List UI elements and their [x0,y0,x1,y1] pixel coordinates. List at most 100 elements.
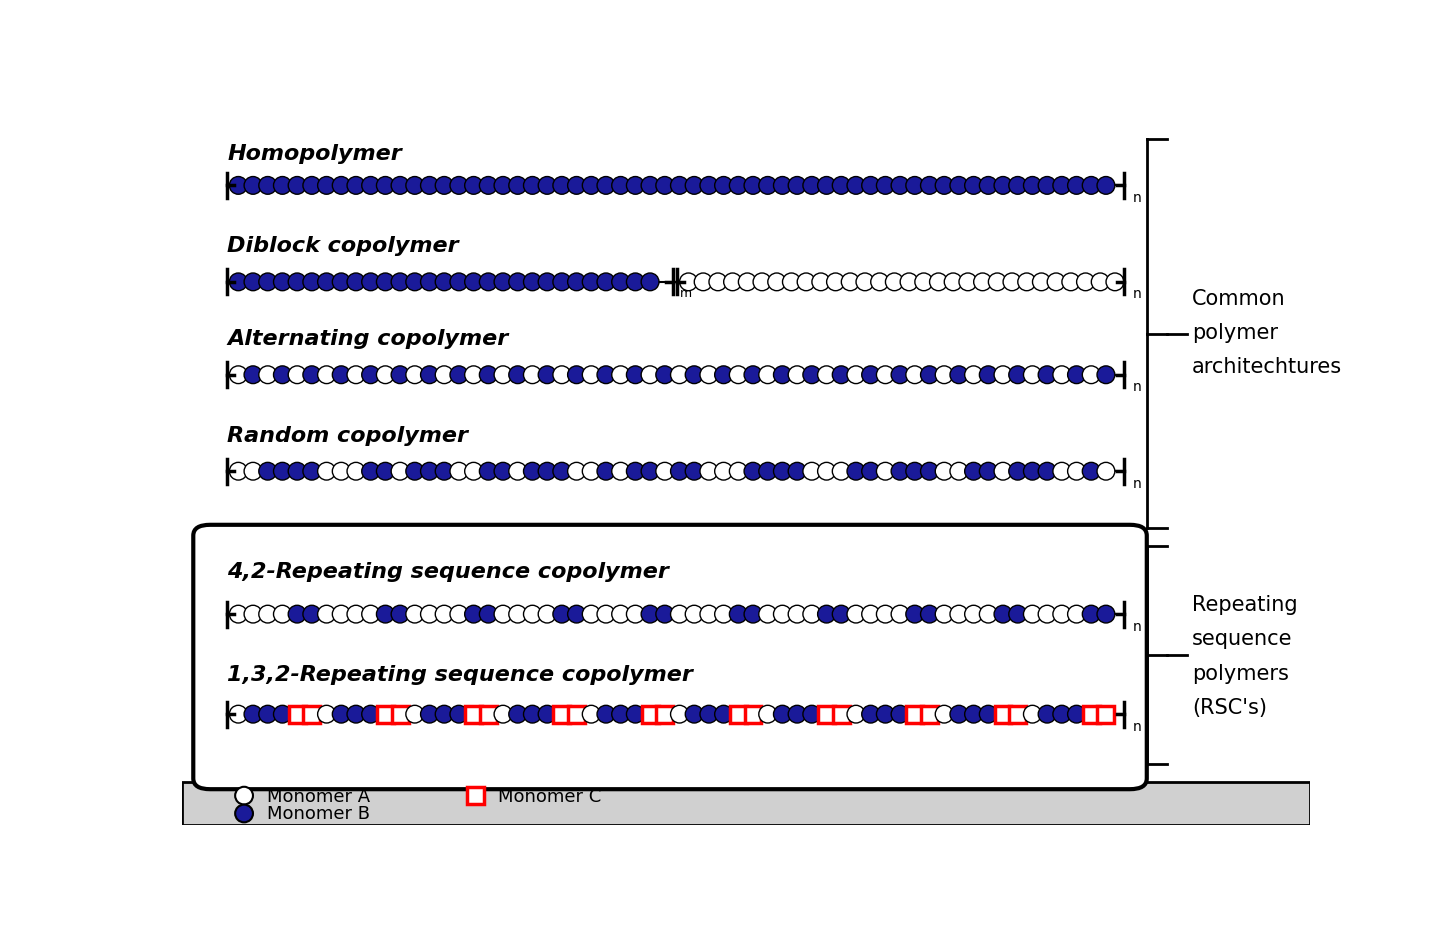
Ellipse shape [494,605,513,623]
Ellipse shape [508,705,527,723]
Text: Repeating: Repeating [1192,594,1297,615]
Ellipse shape [597,177,614,195]
Ellipse shape [524,463,542,480]
Ellipse shape [524,273,542,291]
Ellipse shape [686,705,703,723]
Ellipse shape [332,463,349,480]
Ellipse shape [980,705,997,723]
Ellipse shape [877,366,894,384]
Ellipse shape [553,463,571,480]
Ellipse shape [347,463,365,480]
FancyBboxPatch shape [642,706,658,723]
Ellipse shape [877,177,894,195]
Ellipse shape [833,177,850,195]
Ellipse shape [288,177,306,195]
Ellipse shape [1009,366,1026,384]
Ellipse shape [945,273,962,291]
Ellipse shape [626,605,644,623]
Ellipse shape [1082,463,1101,480]
Ellipse shape [494,177,513,195]
Ellipse shape [494,463,513,480]
Text: n: n [1133,718,1142,733]
Ellipse shape [524,605,542,623]
Ellipse shape [818,177,836,195]
Ellipse shape [798,273,815,291]
Ellipse shape [906,177,923,195]
Ellipse shape [524,366,542,384]
Ellipse shape [729,177,747,195]
Ellipse shape [626,177,644,195]
Ellipse shape [274,273,291,291]
Ellipse shape [1076,273,1095,291]
Ellipse shape [920,177,938,195]
Ellipse shape [332,177,349,195]
Ellipse shape [773,366,791,384]
Ellipse shape [935,177,954,195]
Ellipse shape [965,177,983,195]
Ellipse shape [435,177,453,195]
Ellipse shape [274,705,291,723]
Ellipse shape [450,463,467,480]
Ellipse shape [508,366,527,384]
Ellipse shape [847,177,865,195]
Ellipse shape [274,177,291,195]
Ellipse shape [421,177,438,195]
Ellipse shape [303,273,320,291]
Ellipse shape [236,787,253,805]
Ellipse shape [597,463,614,480]
FancyBboxPatch shape [467,787,483,804]
Ellipse shape [539,605,556,623]
Ellipse shape [494,273,513,291]
Ellipse shape [1053,177,1070,195]
Ellipse shape [856,273,874,291]
Ellipse shape [612,273,629,291]
Ellipse shape [1082,177,1101,195]
Ellipse shape [847,463,865,480]
Ellipse shape [464,366,482,384]
Ellipse shape [508,273,527,291]
Ellipse shape [553,177,571,195]
Ellipse shape [303,366,320,384]
Ellipse shape [833,605,850,623]
Ellipse shape [479,463,496,480]
Ellipse shape [1096,463,1115,480]
Ellipse shape [626,273,644,291]
Text: 4,2-Repeating sequence copolymer: 4,2-Repeating sequence copolymer [227,561,668,581]
Ellipse shape [788,366,807,384]
Ellipse shape [1038,705,1056,723]
Ellipse shape [377,605,395,623]
Ellipse shape [435,705,453,723]
Ellipse shape [1024,463,1041,480]
Ellipse shape [900,273,917,291]
Ellipse shape [920,366,938,384]
Ellipse shape [655,605,674,623]
Ellipse shape [317,605,335,623]
Ellipse shape [406,463,424,480]
Ellipse shape [891,705,909,723]
Ellipse shape [935,463,954,480]
Text: n: n [1133,476,1142,490]
Ellipse shape [582,605,600,623]
Ellipse shape [582,463,600,480]
Ellipse shape [641,273,660,291]
Text: Monomer B: Monomer B [266,805,370,822]
Ellipse shape [1053,463,1070,480]
Ellipse shape [568,463,585,480]
Ellipse shape [1038,605,1056,623]
Ellipse shape [935,705,954,723]
Ellipse shape [980,177,997,195]
Ellipse shape [597,705,614,723]
Ellipse shape [274,463,291,480]
Text: polymer: polymer [1192,323,1278,342]
Ellipse shape [759,705,776,723]
Ellipse shape [347,177,365,195]
Ellipse shape [392,605,409,623]
Ellipse shape [539,366,556,384]
Ellipse shape [700,705,718,723]
Ellipse shape [450,273,467,291]
Ellipse shape [885,273,903,291]
Ellipse shape [288,605,306,623]
Ellipse shape [1047,273,1064,291]
Ellipse shape [245,605,262,623]
Ellipse shape [494,705,513,723]
